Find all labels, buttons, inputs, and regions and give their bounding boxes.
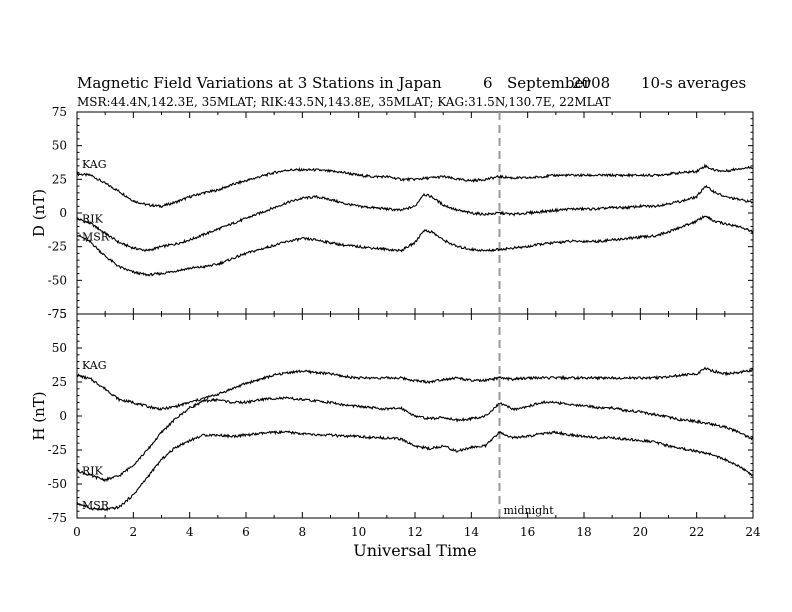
h-ytick-label: 75 — [52, 307, 67, 321]
d-series-label-rik: RIK — [82, 212, 104, 225]
h-ytick-label: 0 — [59, 409, 67, 423]
xtick-label: 24 — [745, 525, 761, 539]
xtick-label: 8 — [299, 525, 307, 539]
date-month: September — [507, 74, 591, 92]
d-series-msr-line — [76, 215, 754, 277]
stations-line: MSR:44.4N,142.3E, 35MLAT; RIK:43.5N,143.… — [77, 95, 611, 109]
chart-title: Magnetic Field Variations at 3 Stations … — [77, 74, 442, 92]
d-series-kag-line — [76, 163, 754, 208]
xtick-label: 16 — [520, 525, 535, 539]
d-y-axis-title: D (nT) — [30, 189, 48, 237]
x-axis-title: Universal Time — [353, 541, 476, 560]
h-ytick-label: -75 — [48, 511, 67, 525]
xtick-label: 6 — [242, 525, 250, 539]
xtick-label: 12 — [407, 525, 422, 539]
h-y-axis-title: H (nT) — [30, 391, 48, 440]
h-ytick-label: -25 — [48, 443, 67, 457]
h-ytick-label: 50 — [52, 341, 67, 355]
h-series-msr-line — [76, 429, 754, 512]
xtick-label: 22 — [689, 525, 704, 539]
d-series-label-msr: MSR — [82, 231, 110, 244]
h-ytick-label: 25 — [52, 375, 67, 389]
d-series-label-kag: KAG — [82, 158, 107, 171]
h-series-label-kag: KAG — [82, 359, 107, 372]
xtick-label: 18 — [576, 525, 591, 539]
xtick-label: 4 — [186, 525, 194, 539]
averaging-label: 10-s averages — [641, 74, 746, 92]
d-ytick-label: 0 — [59, 206, 67, 220]
d-ytick-label: -50 — [48, 273, 67, 287]
midnight-annotation: midnight — [504, 504, 555, 517]
date-day: 6 — [483, 74, 493, 92]
h-series-label-msr: MSR — [82, 499, 110, 512]
d-ytick-label: -25 — [48, 240, 67, 254]
date-year: 2008 — [572, 74, 610, 92]
xtick-label: 0 — [73, 525, 81, 539]
d-component-panel: 75 50 25 0 -25 -50 -75 D (nT) KAG RIK MSR — [30, 105, 754, 321]
h-series-label-rik: RIK — [82, 464, 104, 477]
d-ytick-label: 75 — [52, 105, 67, 119]
d-ytick-label: 25 — [52, 172, 67, 186]
d-series-rik-line — [76, 184, 754, 252]
h-series-rik-line — [76, 396, 754, 483]
xtick-label: 2 — [130, 525, 138, 539]
xtick-label: 20 — [633, 525, 648, 539]
xtick-label: 14 — [464, 525, 480, 539]
d-ytick-label: 50 — [52, 139, 67, 153]
h-ytick-label: -50 — [48, 477, 67, 491]
d-ytick-label: -75 — [48, 307, 67, 321]
h-series-kag-line — [76, 366, 754, 412]
d-plot-frame — [76, 111, 754, 315]
xtick-label: 10 — [351, 525, 366, 539]
